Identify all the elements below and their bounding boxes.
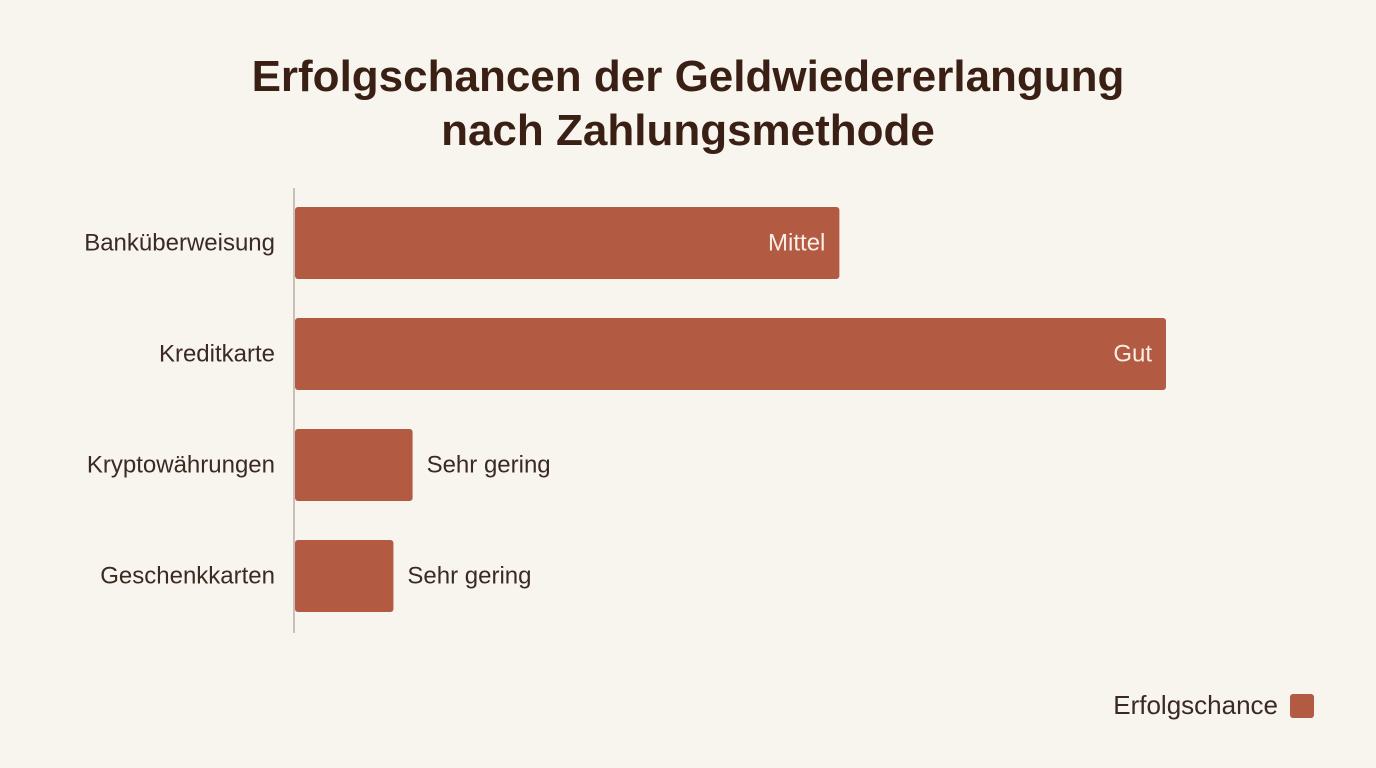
bar-value-label: Sehr gering xyxy=(407,563,531,590)
bar xyxy=(295,540,394,612)
bar-value-label: Mittel xyxy=(768,230,825,257)
bar xyxy=(295,318,1166,390)
chart-title-line-1: Erfolgschancen der Geldwiedererlangung xyxy=(251,52,1125,101)
bar xyxy=(295,207,840,279)
legend-label: Erfolgschance xyxy=(1113,690,1278,720)
category-label: Kreditkarte xyxy=(159,341,275,368)
category-label: Geschenkkarten xyxy=(100,563,275,590)
bar xyxy=(295,429,413,501)
chart-title: Erfolgschancen der Geldwiedererlangung n… xyxy=(0,50,1376,158)
category-label: Banküberweisung xyxy=(84,230,275,257)
bar-value-label: Sehr gering xyxy=(427,452,551,479)
legend-swatch xyxy=(1290,693,1314,718)
bar-value-label: Gut xyxy=(1113,341,1152,368)
chart-title-line-2: nach Zahlungsmethode xyxy=(441,106,935,155)
legend: Erfolgschance xyxy=(1113,690,1314,721)
category-label: Kryptowährungen xyxy=(87,452,275,479)
